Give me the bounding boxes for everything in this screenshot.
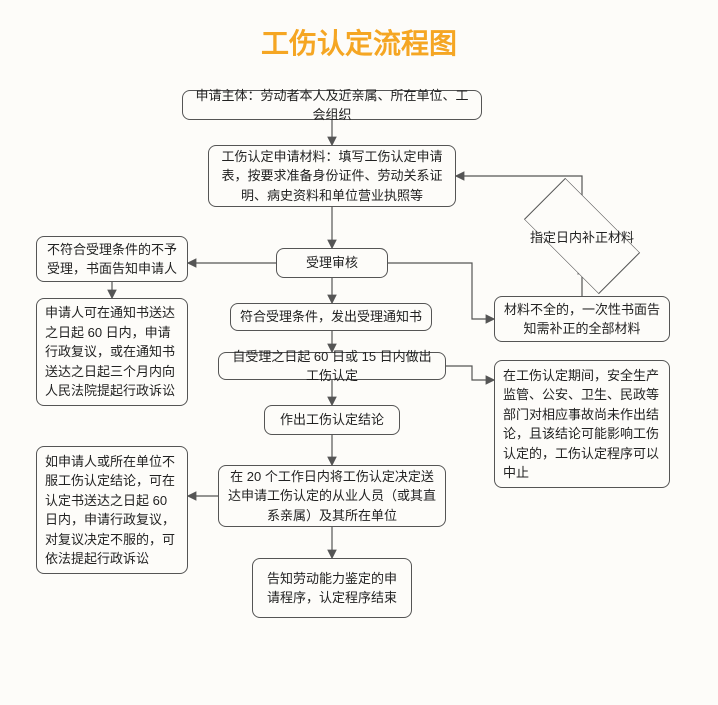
flow-node-nL3: 如申请人或所在单位不服工伤认定结论，可在认定书送达之日起 60 日内，申请行政复… bbox=[36, 446, 188, 574]
flow-node-n6: 作出工伤认定结论 bbox=[264, 405, 400, 435]
flow-node-nR1: 材料不全的，一次性书面告知需补正的全部材料 bbox=[494, 296, 670, 342]
flow-node-nR2: 在工伤认定期间，安全生产监管、公安、卫生、民政等部门对相应事故尚未作出结论，且该… bbox=[494, 360, 670, 488]
flow-node-n2: 工伤认定申请材料：填写工伤认定申请表，按要求准备身份证件、劳动关系证明、病史资料… bbox=[208, 145, 456, 207]
flow-node-n7: 在 20 个工作日内将工伤认定决定送达申请工伤认定的从业人员（或其直系亲属）及其… bbox=[218, 465, 446, 527]
flow-node-nL1: 不符合受理条件的不予受理，书面告知申请人 bbox=[36, 236, 188, 282]
flow-node-n8: 告知劳动能力鉴定的申请程序，认定程序结束 bbox=[252, 558, 412, 618]
flow-node-n4: 符合受理条件，发出受理通知书 bbox=[230, 303, 432, 331]
chart-title: 工伤认定流程图 bbox=[0, 22, 718, 62]
flow-node-n1: 申请主体：劳动者本人及近亲属、所在单位、工会组织 bbox=[182, 90, 482, 120]
flow-node-n5: 自受理之日起 60 日或 15 日内做出工伤认定 bbox=[218, 352, 446, 380]
flowchart-canvas: 工伤认定流程图 指定日内补正材料 申请主体：劳动者本人及近亲属、所在单位、工会组… bbox=[0, 0, 718, 705]
flow-node-n3: 受理审核 bbox=[276, 248, 388, 278]
decision-supplement-materials: 指定日内补正材料 bbox=[507, 206, 657, 266]
flow-node-nL2: 申请人可在通知书送达之日起 60 日内，申请行政复议，或在通知书送达之日起三个月… bbox=[36, 298, 188, 406]
